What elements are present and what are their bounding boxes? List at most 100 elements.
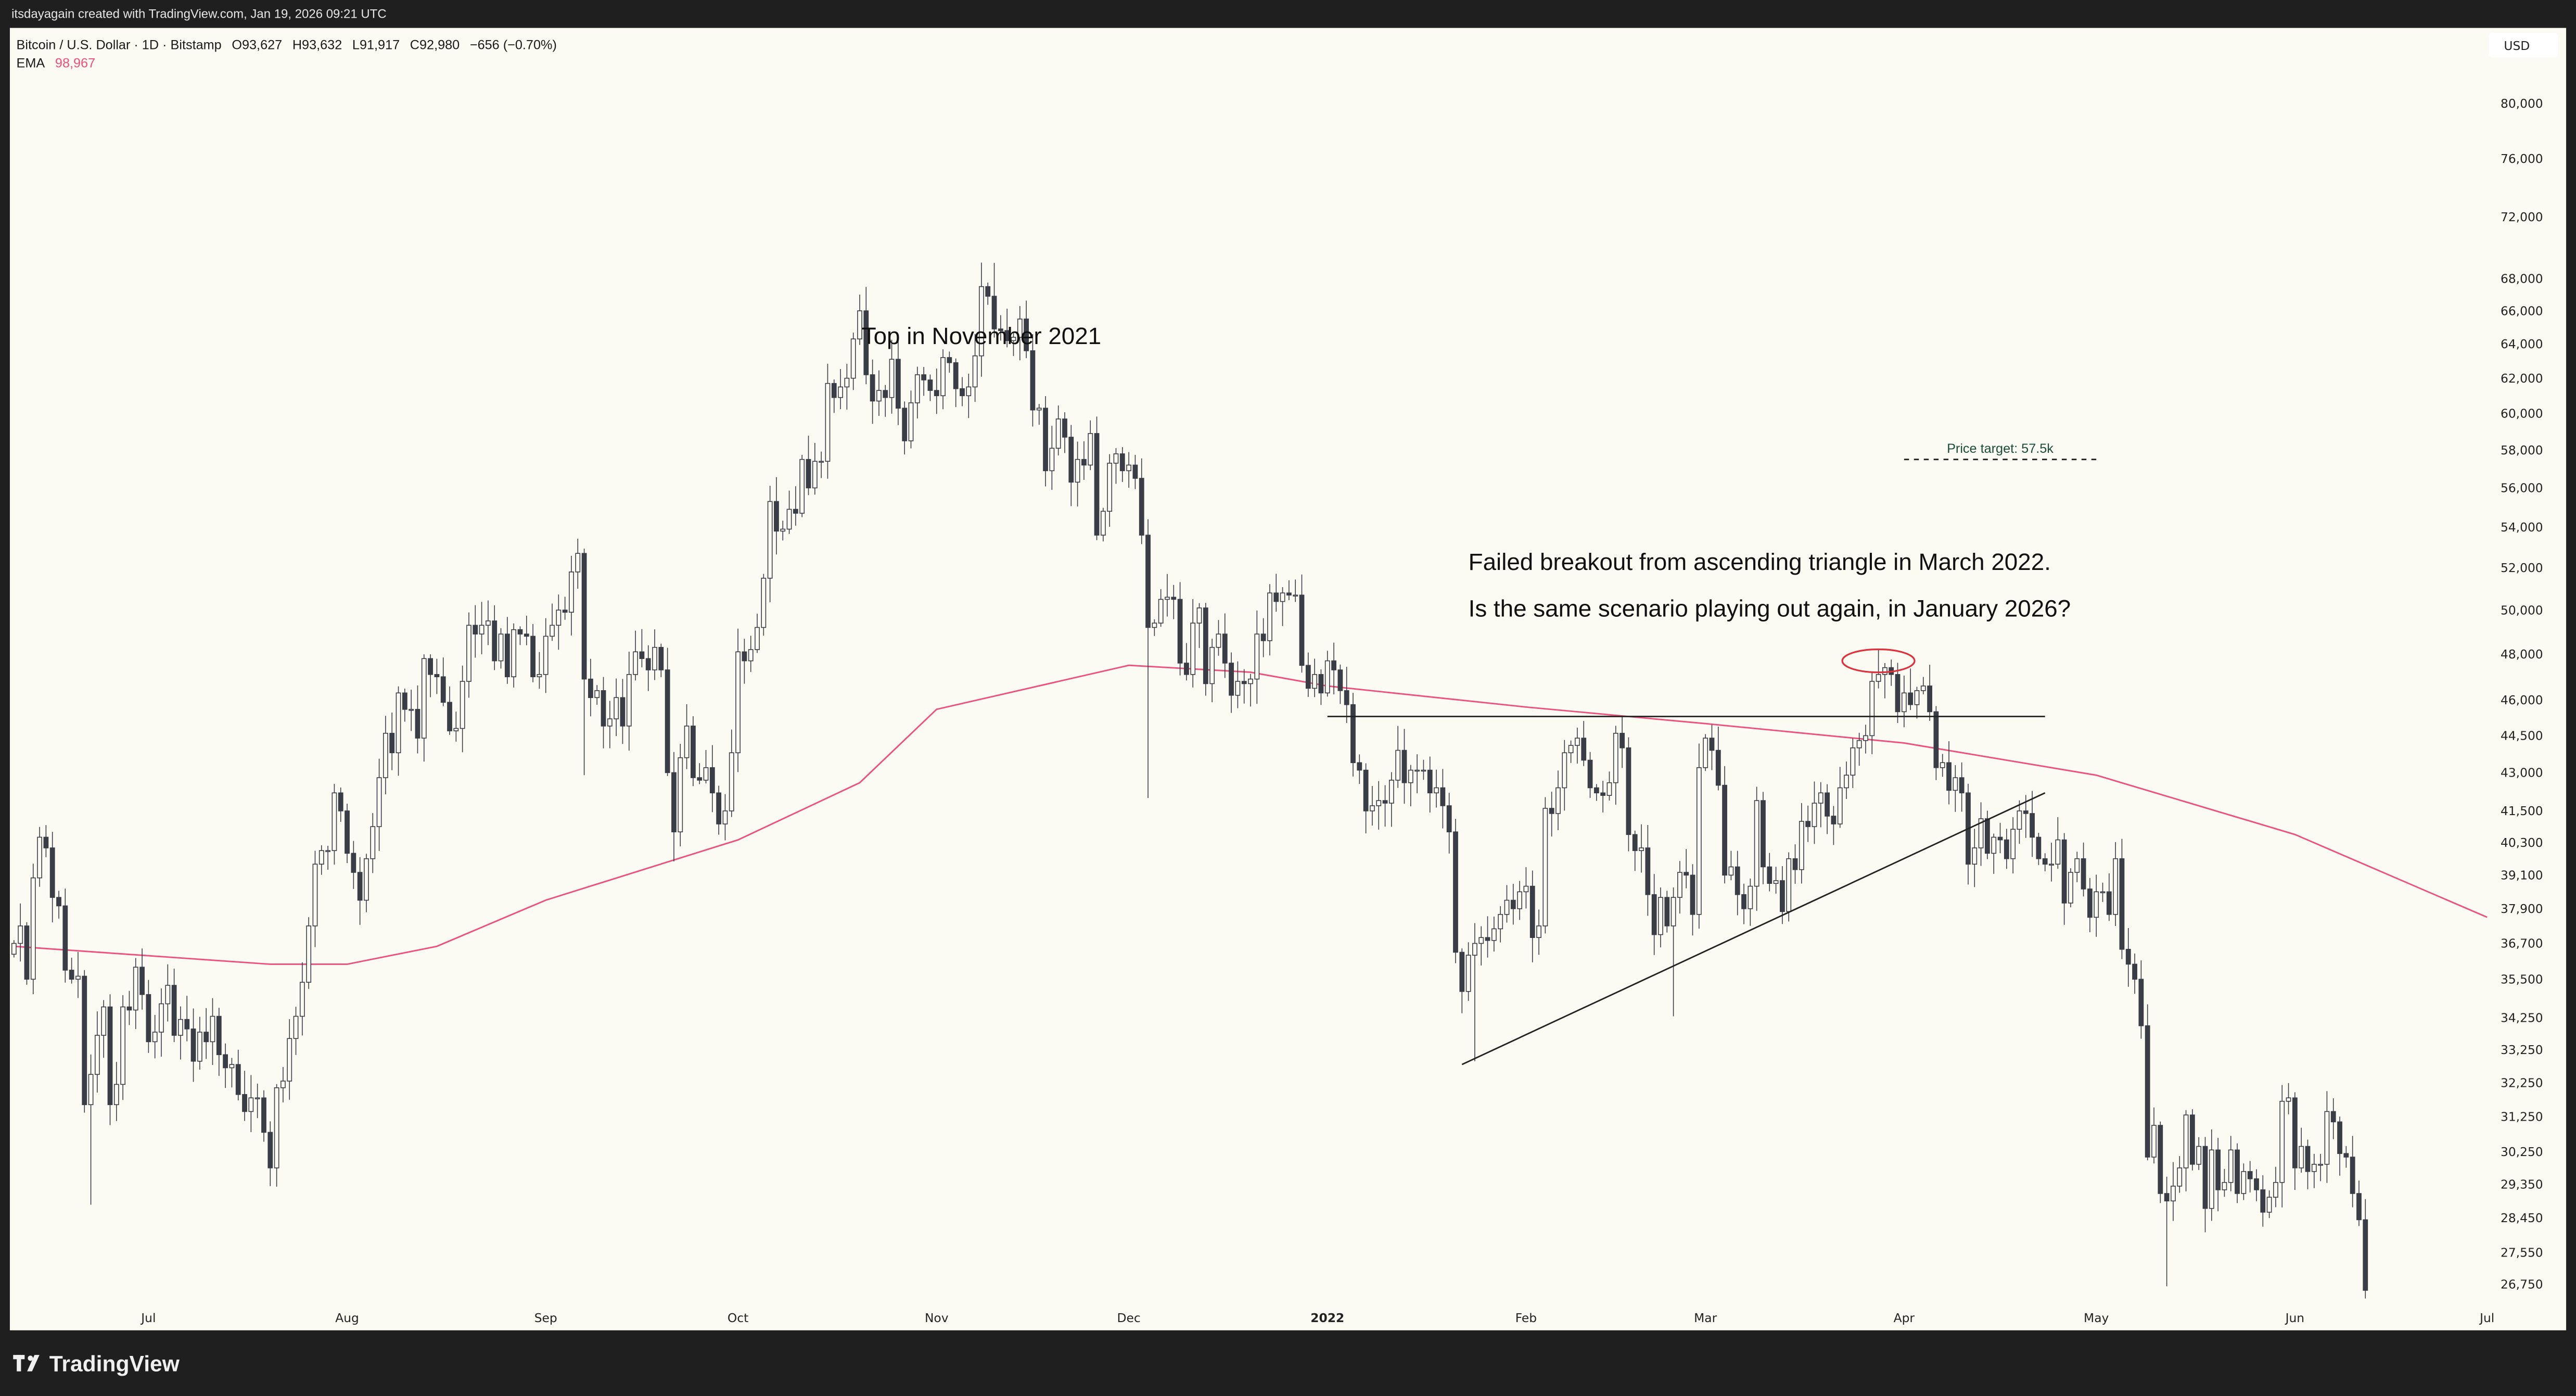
candle-body bbox=[1876, 674, 1881, 682]
candle-up bbox=[159, 988, 164, 1057]
candle-down bbox=[620, 679, 626, 744]
candle-up bbox=[1370, 786, 1375, 826]
candle-body bbox=[190, 1029, 196, 1062]
price-axis[interactable]: USD 80,000 76,000 72,000 68,000 66,000 64,000… bbox=[2489, 33, 2558, 1292]
candle-up bbox=[1856, 732, 1862, 766]
candle-body bbox=[1446, 805, 1452, 833]
candle-down bbox=[1709, 725, 1715, 770]
candle-down bbox=[953, 358, 959, 407]
candle-body bbox=[152, 1032, 158, 1043]
candle-up bbox=[383, 716, 388, 795]
candle-body bbox=[210, 1016, 215, 1043]
candle-up bbox=[2299, 1127, 2304, 1173]
candle-body bbox=[2350, 1157, 2355, 1194]
candle-up bbox=[1920, 677, 1926, 694]
candle-up bbox=[761, 574, 767, 636]
candle-up bbox=[914, 366, 920, 418]
candle-down bbox=[440, 657, 446, 706]
candle-up bbox=[2318, 1153, 2323, 1182]
candle-body bbox=[1459, 951, 1465, 992]
candle-body bbox=[2145, 1025, 2150, 1158]
candle-body bbox=[1107, 463, 1113, 512]
candle-body bbox=[1165, 597, 1170, 600]
candle-up bbox=[1209, 639, 1215, 703]
candle-up bbox=[1799, 803, 1804, 884]
logo-text: TradingView bbox=[49, 1352, 180, 1377]
candle-body bbox=[780, 528, 786, 532]
candle-body bbox=[1267, 592, 1272, 641]
candle-body bbox=[2094, 891, 2099, 918]
candle-up bbox=[2151, 1107, 2157, 1164]
candle-body bbox=[1017, 319, 1023, 338]
candle-body bbox=[767, 501, 773, 579]
candle-body bbox=[2081, 858, 2086, 890]
candle-body bbox=[1350, 704, 1356, 764]
candle-body bbox=[1229, 663, 1234, 696]
candle-body bbox=[402, 692, 407, 710]
candle-down bbox=[1908, 668, 1914, 710]
candle-body bbox=[1312, 674, 1318, 689]
ohlc-high: H93,632 bbox=[292, 38, 342, 53]
candle-down bbox=[1632, 830, 1638, 871]
candle-body bbox=[2049, 864, 2054, 866]
candle-down bbox=[357, 857, 363, 925]
candle-up bbox=[1613, 726, 1618, 805]
price-tick-label: 36,700 bbox=[2501, 936, 2543, 951]
candle-body bbox=[24, 925, 30, 980]
candle-body bbox=[1196, 607, 1202, 624]
candle-body bbox=[2286, 1097, 2291, 1102]
candle-up bbox=[409, 690, 414, 731]
candle-up bbox=[755, 614, 760, 653]
candle-body bbox=[1440, 787, 1446, 806]
candle-down bbox=[1593, 784, 1599, 801]
candle-body bbox=[75, 975, 81, 980]
candle-body bbox=[1715, 750, 1721, 786]
candle-body bbox=[107, 1006, 113, 1106]
candle-up bbox=[569, 555, 574, 636]
candle-down bbox=[1600, 781, 1606, 813]
candle-down bbox=[1664, 891, 1670, 933]
candle-up bbox=[376, 758, 382, 851]
candle-body bbox=[1293, 594, 1298, 597]
candle-down bbox=[1984, 810, 1990, 859]
candle-down bbox=[998, 315, 1003, 341]
time-axis[interactable]: Jul Aug Sep Oct Nov Dec 2022 Feb Mar Apr May Jun Jul bbox=[140, 1311, 2494, 1325]
candle-up bbox=[767, 486, 773, 602]
candle-down bbox=[2254, 1169, 2259, 1201]
candle-body bbox=[2228, 1149, 2234, 1183]
candle-body bbox=[159, 1003, 164, 1033]
candle-body bbox=[2235, 1149, 2240, 1194]
breakout-ellipse[interactable] bbox=[1841, 648, 1916, 674]
support-trendline[interactable] bbox=[1461, 792, 2046, 1065]
ema-legend: EMA 98,967 bbox=[17, 56, 96, 70]
candle-body bbox=[447, 702, 452, 731]
candle-down bbox=[1780, 866, 1785, 924]
candle-body bbox=[2164, 1193, 2170, 1202]
candle-down bbox=[139, 948, 145, 1010]
candle-up bbox=[1049, 426, 1055, 490]
candle-body bbox=[1241, 681, 1247, 684]
candle-body bbox=[2311, 1164, 2317, 1172]
candle-body bbox=[1043, 408, 1048, 472]
candle-body bbox=[479, 625, 484, 634]
candle-body bbox=[1088, 433, 1093, 466]
tradingview-logo[interactable]: TradingView bbox=[13, 1352, 180, 1377]
candle-body bbox=[1908, 692, 1914, 705]
candle-up bbox=[88, 1055, 94, 1205]
candle-up bbox=[325, 846, 331, 870]
candle-down bbox=[1062, 412, 1067, 453]
candle-down bbox=[261, 1090, 266, 1142]
candle-up bbox=[607, 701, 613, 748]
candle-body bbox=[806, 459, 811, 489]
candle-down bbox=[645, 645, 651, 691]
candle-down bbox=[562, 597, 568, 620]
candle-up bbox=[1818, 782, 1823, 828]
currency-button[interactable] bbox=[2489, 33, 2558, 58]
candle-body bbox=[1920, 686, 1926, 691]
candle-up bbox=[1812, 781, 1817, 844]
candle-body bbox=[524, 633, 529, 637]
candle-down bbox=[588, 658, 593, 717]
candle-down bbox=[2260, 1175, 2266, 1227]
candle-body bbox=[287, 1038, 292, 1082]
